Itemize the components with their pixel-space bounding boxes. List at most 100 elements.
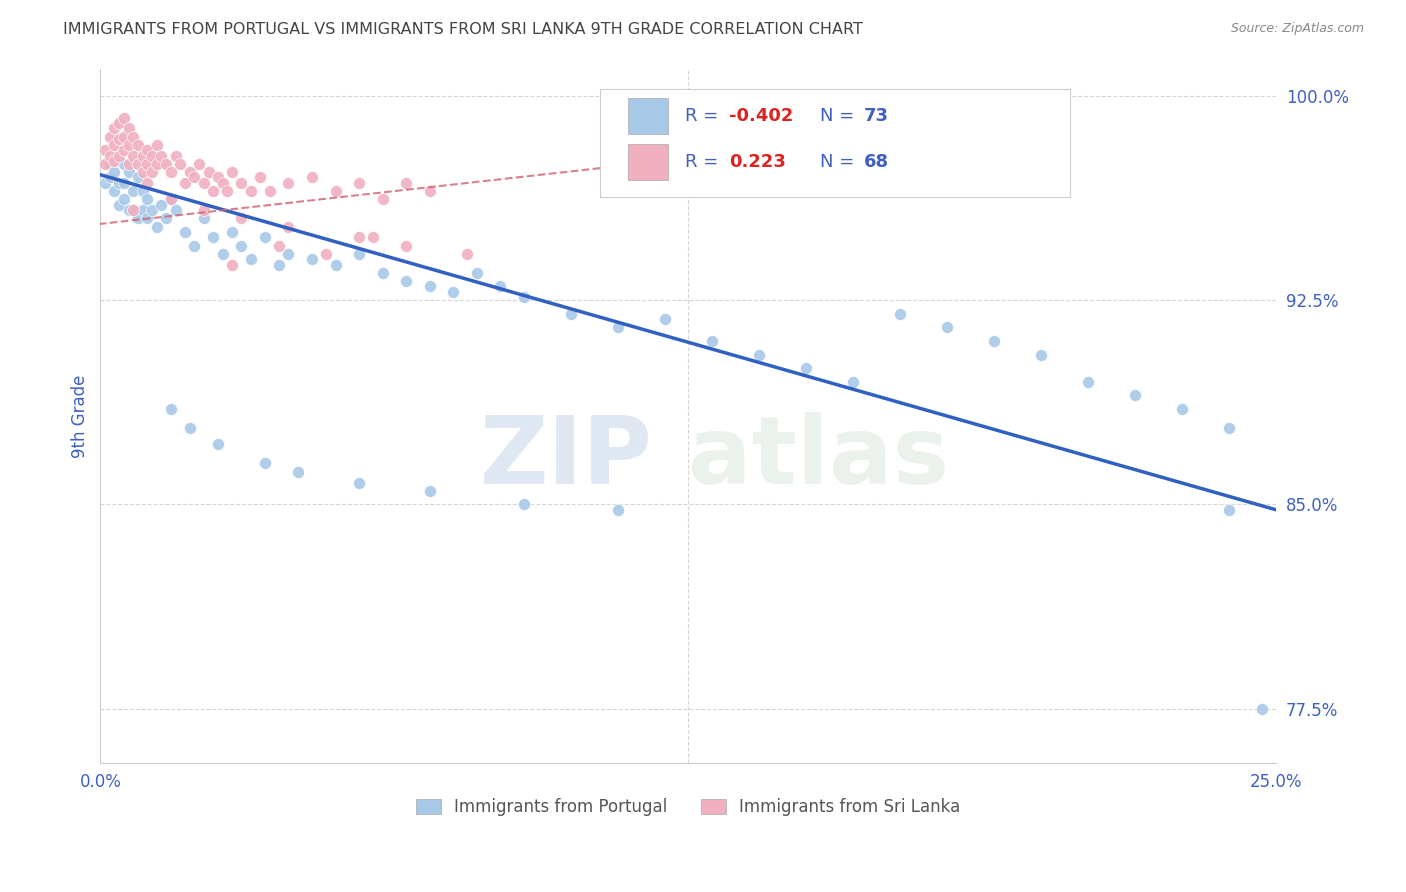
Point <box>174 225 197 239</box>
Point <box>112 157 135 171</box>
Point <box>98 129 121 144</box>
Point <box>94 157 117 171</box>
Point <box>267 258 290 272</box>
FancyBboxPatch shape <box>628 145 668 180</box>
Point <box>371 192 394 206</box>
Point <box>103 121 125 136</box>
Point <box>122 184 145 198</box>
Point <box>136 157 159 171</box>
Point <box>103 154 125 169</box>
Point <box>160 402 183 417</box>
Point <box>748 347 770 361</box>
Point <box>155 211 177 226</box>
Point <box>239 184 262 198</box>
Point <box>112 176 135 190</box>
FancyBboxPatch shape <box>628 98 668 134</box>
Point <box>103 165 125 179</box>
Point <box>188 157 211 171</box>
Point <box>842 375 865 389</box>
Point <box>141 149 163 163</box>
Point <box>935 320 957 334</box>
Point <box>165 149 187 163</box>
Point <box>141 165 163 179</box>
Point <box>131 149 153 163</box>
Point <box>127 211 149 226</box>
Point <box>150 198 173 212</box>
Point <box>122 149 145 163</box>
Point <box>419 483 441 498</box>
Point <box>160 192 183 206</box>
Text: ZIP: ZIP <box>479 411 652 503</box>
Point <box>197 165 219 179</box>
Point <box>136 211 159 226</box>
Point <box>98 149 121 163</box>
Point <box>165 203 187 218</box>
Point <box>395 274 418 288</box>
Point <box>347 246 370 260</box>
Point <box>117 121 139 136</box>
Text: Source: ZipAtlas.com: Source: ZipAtlas.com <box>1230 22 1364 36</box>
Point <box>98 157 121 171</box>
Legend: Immigrants from Portugal, Immigrants from Sri Lanka: Immigrants from Portugal, Immigrants fro… <box>408 789 969 824</box>
Point <box>98 170 121 185</box>
Point <box>146 219 169 234</box>
Point <box>193 203 215 218</box>
Point <box>183 238 205 252</box>
Text: N =: N = <box>820 153 860 171</box>
Point <box>889 307 911 321</box>
Point <box>193 211 215 226</box>
Point <box>141 203 163 218</box>
Point <box>231 238 253 252</box>
Point <box>193 176 215 190</box>
Point <box>700 334 723 348</box>
Point <box>1077 375 1099 389</box>
Point <box>127 157 149 171</box>
Point <box>267 238 290 252</box>
Point <box>221 258 243 272</box>
Point <box>371 266 394 280</box>
Point <box>1251 701 1274 715</box>
Point <box>117 137 139 152</box>
Point <box>122 203 145 218</box>
FancyBboxPatch shape <box>600 89 1070 197</box>
Point <box>301 252 323 267</box>
Point <box>108 198 131 212</box>
Text: 0.223: 0.223 <box>730 153 786 171</box>
Point <box>136 192 159 206</box>
Point <box>249 170 271 185</box>
Point <box>202 184 225 198</box>
Y-axis label: 9th Grade: 9th Grade <box>72 374 89 458</box>
Point <box>361 230 384 244</box>
Point <box>179 165 201 179</box>
Point <box>202 230 225 244</box>
Point <box>1171 402 1194 417</box>
Point <box>456 246 478 260</box>
Point <box>146 157 169 171</box>
Point <box>1029 347 1052 361</box>
Point <box>103 184 125 198</box>
Point <box>277 246 299 260</box>
Point <box>169 157 191 171</box>
Point <box>160 192 183 206</box>
Point <box>122 129 145 144</box>
Point <box>207 437 229 451</box>
Point <box>112 111 135 125</box>
Point <box>150 149 173 163</box>
Point <box>231 176 253 190</box>
Point <box>131 184 153 198</box>
Point <box>127 170 149 185</box>
Point <box>1218 503 1240 517</box>
Point <box>174 176 197 190</box>
Point <box>136 176 159 190</box>
Point <box>221 165 243 179</box>
Point <box>146 137 169 152</box>
Point <box>347 176 370 190</box>
Point <box>606 503 628 517</box>
Point <box>136 143 159 157</box>
Text: 73: 73 <box>863 107 889 125</box>
Point <box>301 170 323 185</box>
Text: R =: R = <box>685 107 724 125</box>
Point <box>259 184 281 198</box>
Point <box>112 143 135 157</box>
Point <box>253 457 276 471</box>
